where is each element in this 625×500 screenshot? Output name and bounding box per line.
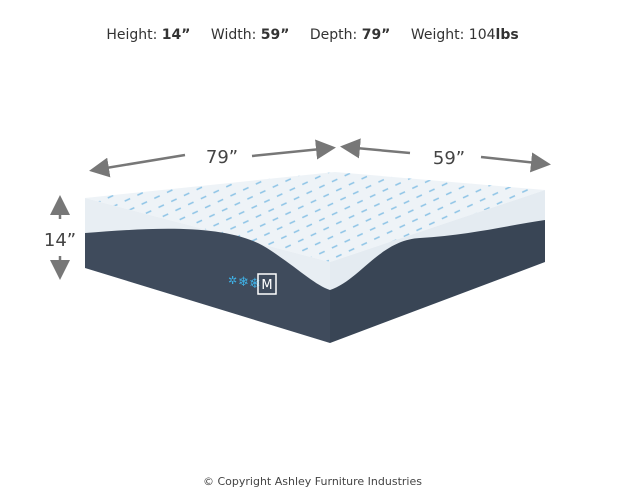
spec-depth: Depth: 79” [310,27,391,43]
mattress-base-left [85,228,330,343]
width-arrow-right [480,152,551,173]
depth-arrow-left [89,153,186,178]
snowflake-icon: ✲ ❄ ❄ [228,274,261,292]
mattress-top [85,172,545,262]
width-label: 59” [433,148,465,169]
svg-text:❄: ❄ [249,276,261,292]
spec-value: 14” [161,27,191,43]
copyright-notice: © Copyright Ashley Furniture Industries [203,475,422,488]
depth-label: 79” [206,147,238,168]
mattress-base-right [330,220,545,343]
brand-logo-text: M [261,278,272,293]
depth-arrow-right [251,139,336,160]
spec-unit: lbs [495,27,519,43]
spec-label: Weight: [410,27,465,43]
svg-text:❄: ❄ [238,275,249,290]
spec-label: Depth: [309,27,358,43]
spec-value: 79” [361,27,391,43]
svg-text:✲: ✲ [228,274,237,287]
spec-label: Height: [106,27,158,43]
spec-value: 59” [260,27,290,43]
width-arrow-left [340,138,411,159]
spec-label: Width: [210,27,257,43]
spec-height: Height: 14” [106,27,190,43]
spec-line: Height: 14” Width: 59” Depth: 79” Weight… [0,27,625,43]
height-label: 14” [44,230,76,251]
spec-weight: Weight: 104lbs [411,27,519,43]
brand-logo [257,273,277,295]
spec-width: Width: 59” [211,27,290,43]
spec-value: 104 [468,27,496,43]
